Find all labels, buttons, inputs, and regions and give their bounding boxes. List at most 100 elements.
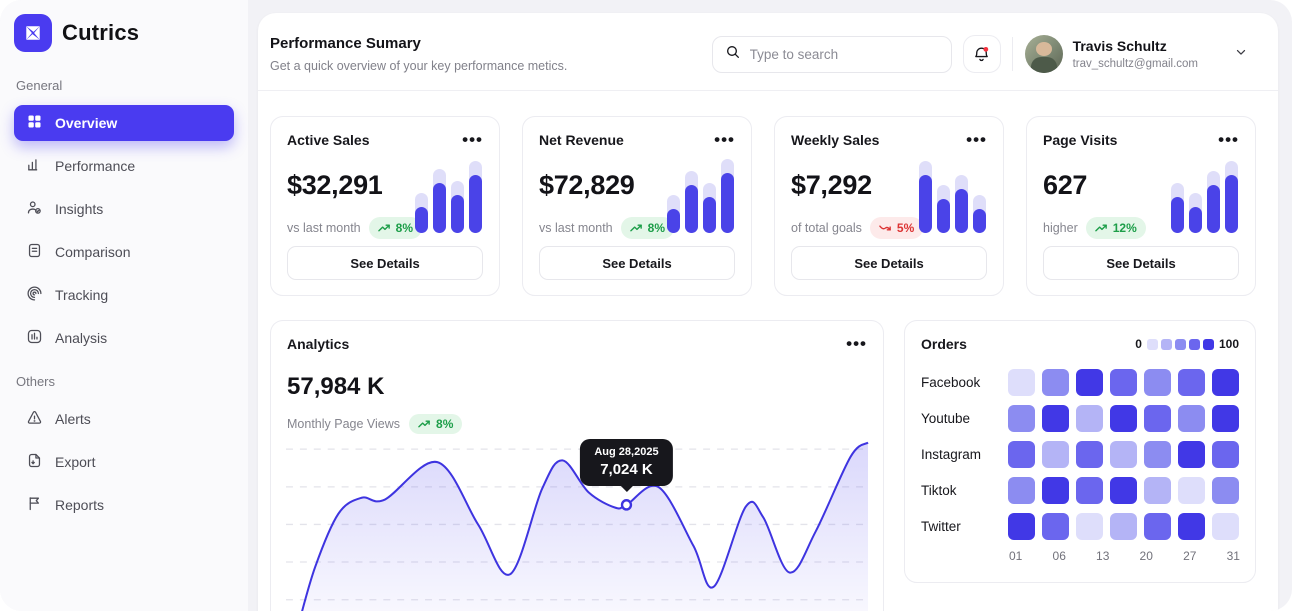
see-details-button[interactable]: See Details [1043, 246, 1239, 280]
stat-card-net-revenue: Net Revenue ••• $72,829 vs last month 8%… [522, 116, 752, 296]
document-icon [26, 242, 43, 262]
heatmap-cells [1008, 441, 1239, 468]
flag-icon [26, 495, 43, 515]
see-details-button[interactable]: See Details [791, 246, 987, 280]
sidebar-item-performance[interactable]: Performance [14, 148, 234, 184]
sidebar-item-analysis[interactable]: Analysis [14, 320, 234, 356]
heatmap-cell [1178, 369, 1205, 396]
sidebar-item-export[interactable]: Export [14, 444, 234, 480]
heatmap-row-facebook: Facebook [921, 369, 1239, 396]
chart-square-icon [26, 328, 43, 348]
sidebar-item-alerts[interactable]: Alerts [14, 401, 234, 437]
stat-card-page-visits: Page Visits ••• 627 higher 12% See Detai… [1026, 116, 1256, 296]
heatmap-cell [1008, 405, 1035, 432]
card-title: Page Visits [1043, 132, 1118, 148]
sidebar-item-reports[interactable]: Reports [14, 487, 234, 523]
row-label: Instagram [921, 447, 982, 462]
heatmap-cell [1144, 513, 1171, 540]
trend-badge: 8% [620, 217, 674, 239]
analytics-line-chart: Aug 28,2025 7,024 K [286, 438, 869, 611]
heatmap-row-youtube: Youtube [921, 405, 1239, 432]
heatmap-cell [1042, 441, 1069, 468]
spiral-icon [26, 285, 43, 305]
analytics-title: Analytics [287, 336, 350, 352]
tooltip-date: Aug 28,2025 [594, 445, 659, 458]
sidebar-item-tracking[interactable]: Tracking [14, 277, 234, 313]
heatmap-cell [1212, 369, 1239, 396]
search-box[interactable] [711, 35, 952, 73]
more-options-icon[interactable]: ••• [966, 130, 987, 149]
file-download-icon [26, 452, 43, 472]
sidebar-item-insights[interactable]: Insights [14, 191, 234, 227]
heatmap-cell [1178, 477, 1205, 504]
user-menu[interactable]: Travis Schultz trav_schultz@gmail.com [1024, 35, 1248, 73]
column-label: 01 [1009, 549, 1023, 563]
sidebar-item-label: Overview [55, 115, 118, 131]
heatmap-cells [1008, 477, 1239, 504]
orders-heatmap: Facebook Youtube Instagram Tiktok [921, 369, 1240, 563]
card-sublabel: vs last month [539, 221, 613, 235]
warning-icon [26, 409, 43, 429]
heatmap-cell [1076, 477, 1103, 504]
heatmap-cell [1076, 513, 1103, 540]
mini-bar-chart [919, 157, 986, 233]
search-input[interactable] [749, 46, 939, 62]
analytics-sublabel: Monthly Page Views [287, 417, 401, 431]
chevron-down-icon[interactable] [1234, 45, 1248, 64]
heatmap-cell [1110, 405, 1137, 432]
trend-up-icon [1094, 224, 1107, 232]
heatmap-cell [1110, 441, 1137, 468]
heatmap-cell [1110, 513, 1137, 540]
heatmap-cell [1110, 369, 1137, 396]
card-value: 627 [1043, 170, 1088, 200]
more-options-icon[interactable]: ••• [846, 334, 867, 353]
legend-min: 0 [1135, 337, 1142, 351]
heatmap-cell [1008, 477, 1035, 504]
main-panel: Performance Sumary Get a quick overview … [258, 13, 1278, 611]
sidebar-item-overview[interactable]: Overview [14, 105, 234, 141]
heatmap-cell [1076, 405, 1103, 432]
more-options-icon[interactable]: ••• [714, 130, 735, 149]
heatmap-cell [1076, 369, 1103, 396]
avatar[interactable] [1024, 35, 1063, 73]
see-details-button[interactable]: See Details [287, 246, 483, 280]
heatmap-cell [1144, 441, 1171, 468]
trend-badge: 8% [368, 217, 422, 239]
column-label: 06 [1052, 549, 1066, 563]
sidebar-item-label: Comparison [55, 244, 131, 260]
analytics-card: Analytics ••• 57,984 K Monthly Page View… [270, 320, 884, 611]
trend-down-icon [879, 225, 891, 231]
user-check-icon [26, 199, 43, 219]
stat-card-weekly-sales: Weekly Sales ••• $7,292 of total goals 5… [774, 116, 1004, 296]
sidebar-item-comparison[interactable]: Comparison [14, 234, 234, 270]
card-value: $72,829 [539, 170, 635, 200]
legend-square [1174, 338, 1186, 350]
heatmap-cell [1212, 513, 1239, 540]
user-email: trav_schultz@gmail.com [1072, 58, 1198, 70]
brand-logo-icon [14, 14, 52, 52]
user-name: Travis Schultz [1072, 38, 1167, 54]
row-label: Twitter [921, 519, 961, 534]
heatmap-cell [1212, 477, 1239, 504]
more-options-icon[interactable]: ••• [462, 130, 483, 149]
heatmap-cell [1212, 441, 1239, 468]
column-label: 20 [1139, 549, 1153, 563]
stat-card-active-sales: Active Sales ••• $32,291 vs last month 8… [270, 116, 500, 296]
mini-bar-chart [667, 157, 734, 233]
more-options-icon[interactable]: ••• [1218, 130, 1239, 149]
row-label: Tiktok [921, 483, 957, 498]
column-label: 13 [1096, 549, 1110, 563]
sidebar-item-label: Tracking [55, 287, 109, 303]
sidebar-item-label: Analysis [55, 330, 108, 346]
see-details-button[interactable]: See Details [539, 246, 735, 280]
card-sublabel: of total goals [791, 221, 862, 235]
row-label: Facebook [921, 375, 981, 390]
legend-square [1202, 338, 1214, 350]
analytics-value: 57,984 K [287, 373, 385, 400]
page-header: Performance Sumary Get a quick overview … [258, 13, 1278, 91]
tooltip-value: 7,024 K [600, 460, 653, 478]
notifications-button[interactable] [962, 35, 1001, 73]
heatmap-cell [1042, 477, 1069, 504]
grid-icon [26, 113, 43, 133]
